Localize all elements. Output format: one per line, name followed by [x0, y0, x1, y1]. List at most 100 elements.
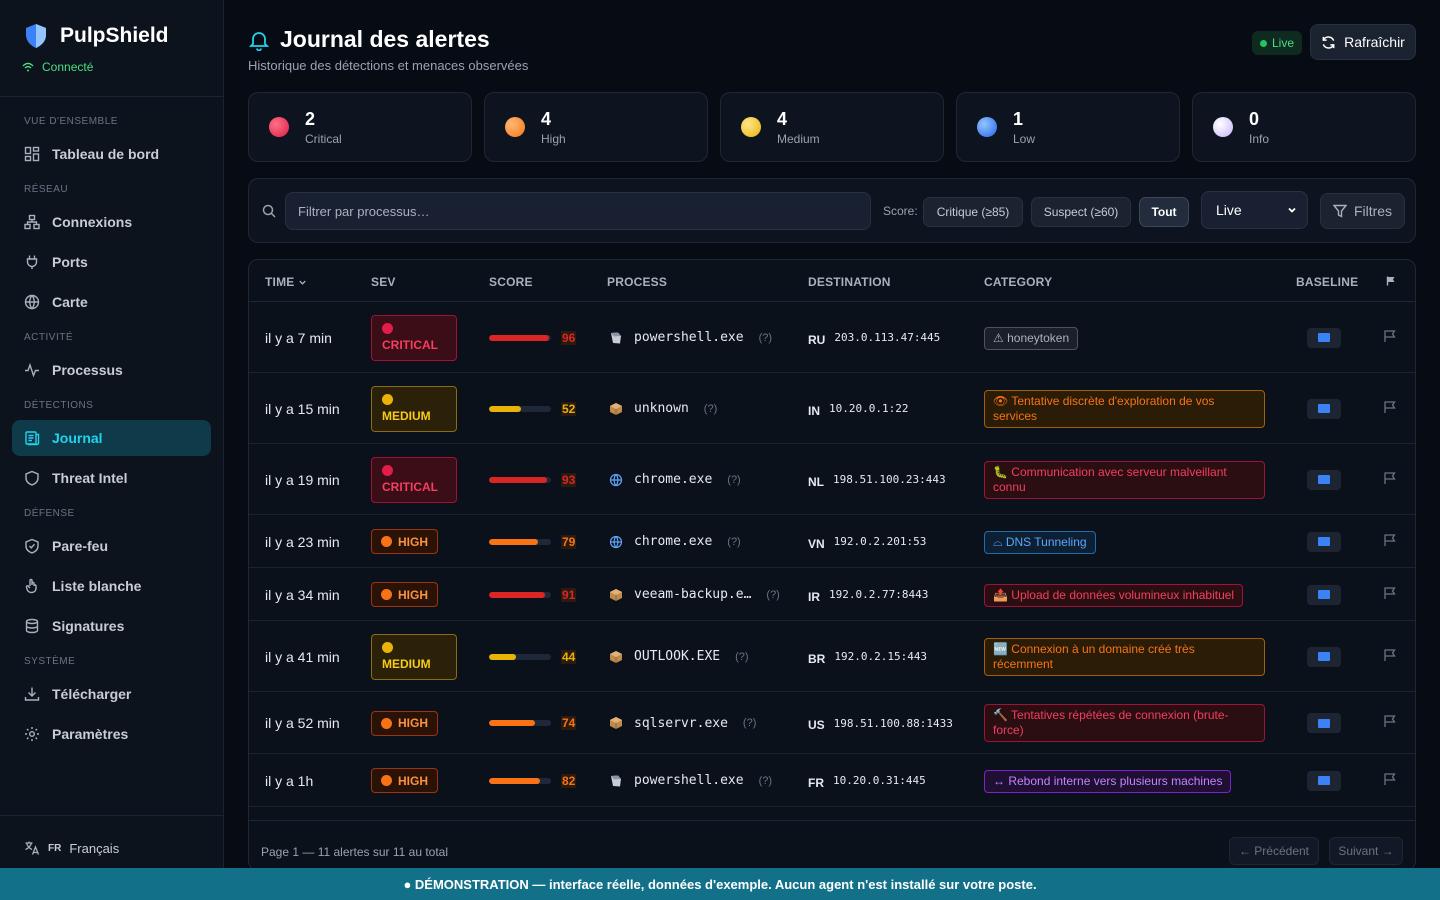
sidebar-item-threat-intel[interactable]: Threat Intel [12, 460, 211, 496]
sidebar-item-map[interactable]: Carte [12, 284, 211, 320]
flag-alert-button[interactable] [1383, 471, 1397, 485]
process-cell[interactable]: powershell.exe (?) [609, 329, 772, 347]
funnel-icon [1332, 204, 1347, 218]
sidebar-item-ports[interactable]: Ports [12, 244, 211, 280]
table-row[interactable]: il y a 15 min MEDIUM 52 unknown (?) IN 1… [249, 373, 1415, 444]
baseline-badge[interactable] [1307, 469, 1341, 490]
score-chip-critical[interactable]: Critique (≥85) [923, 197, 1023, 227]
process-cell[interactable]: OUTLOOK.EXE (?) [609, 648, 749, 666]
column-header-time[interactable]: TIME [265, 275, 307, 289]
severity-dot-icon [381, 775, 392, 786]
unknown-process-mark: (?) [758, 774, 773, 787]
destination-address: 10.20.0.31:445 [833, 774, 926, 787]
stat-card-critical[interactable]: 2 Critical [248, 92, 472, 162]
table-row[interactable]: il y a 19 min CRITICAL 93 chrome.exe (?)… [249, 444, 1415, 515]
score-cell: 91 [489, 587, 577, 603]
language-label: Français [69, 840, 120, 856]
next-page-button[interactable]: Suivant → [1329, 837, 1403, 865]
table-row[interactable]: il y a 34 min HIGH 91 veeam-backup.e… (?… [249, 568, 1415, 621]
flag-alert-button[interactable] [1383, 648, 1397, 662]
stat-card-low[interactable]: 1 Low [956, 92, 1180, 162]
sidebar-item-dashboard[interactable]: Tableau de bord [12, 136, 211, 172]
table-row[interactable]: il y a 52 min HIGH 74 sqlservr.exe (?) U… [249, 692, 1415, 754]
country-code: RU [808, 332, 826, 347]
process-cell[interactable]: sqlservr.exe (?) [609, 714, 756, 732]
process-name: OUTLOOK.EXE [634, 649, 721, 664]
baseline-badge[interactable] [1307, 770, 1341, 791]
score-bar [489, 538, 551, 545]
flag-icon [1384, 772, 1396, 785]
table-row[interactable]: il y a 7 min CRITICAL 96 powershell.exe … [249, 302, 1415, 373]
sidebar-item-signatures[interactable]: Signatures [12, 608, 211, 644]
severity-dot-icon [382, 642, 393, 653]
connection-label: Connecté [42, 60, 94, 74]
flag-alert-button[interactable] [1383, 586, 1397, 600]
main-content: Journal des alertes Historique des détec… [248, 0, 1416, 871]
baseline-badge[interactable] [1307, 646, 1341, 667]
refresh-button[interactable]: Rafraîchir [1310, 24, 1416, 60]
flag-alert-button[interactable] [1383, 714, 1397, 728]
score-chip-all[interactable]: Tout [1139, 197, 1189, 227]
flag-icon [1384, 533, 1396, 546]
previous-page-button[interactable]: ← Précédent [1229, 837, 1319, 865]
unknown-process-mark: (?) [703, 402, 718, 415]
sidebar-item-firewall[interactable]: Pare-feu [12, 528, 211, 564]
score-chip-suspect[interactable]: Suspect (≥60) [1031, 197, 1131, 227]
table-row[interactable]: il y a 23 min HIGH 79 chrome.exe (?) VN … [249, 515, 1415, 568]
destination-cell: RU 203.0.113.47:445 [808, 329, 940, 347]
mode-select[interactable]: Live [1201, 191, 1308, 229]
process-name: chrome.exe [634, 534, 713, 549]
column-header-flag [1386, 276, 1396, 286]
process-filter-input[interactable] [285, 192, 871, 230]
section-label-network: RÉSEAU [24, 184, 69, 195]
process-cell[interactable]: powershell.exe (?) [609, 772, 772, 790]
flag-alert-button[interactable] [1383, 533, 1397, 547]
severity-badge: MEDIUM [371, 385, 457, 432]
process-cell[interactable]: chrome.exe (?) [609, 533, 741, 551]
flag-icon [1384, 400, 1396, 413]
sidebar-item-connections[interactable]: Connexions [12, 204, 211, 240]
new-icon [1318, 652, 1330, 661]
filters-button[interactable]: Filtres [1320, 193, 1405, 229]
section-label-detections: DÉTECTIONS [24, 400, 94, 411]
sidebar-item-settings[interactable]: Paramètres [12, 716, 211, 752]
stat-count: 0 [1249, 108, 1260, 129]
table-row[interactable]: il y a 41 min MEDIUM 44 OUTLOOK.EXE (?) … [249, 621, 1415, 692]
unknown-process-mark: (?) [735, 650, 749, 663]
flag-alert-button[interactable] [1383, 772, 1397, 786]
sidebar-item-label: Ports [52, 254, 88, 270]
process-cell[interactable]: veeam-backup.e… (?) [609, 586, 780, 604]
demo-banner: ● DÉMONSTRATION — interface réelle, donn… [0, 868, 1440, 900]
destination-address: 198.51.100.23:443 [833, 473, 946, 486]
process-cell[interactable]: chrome.exe (?) [609, 471, 741, 489]
destination-address: 10.20.0.1:22 [829, 402, 909, 415]
baseline-badge[interactable] [1307, 327, 1341, 348]
category-badge: 🐛 Communication avec serveur malveillant… [984, 460, 1265, 499]
flag-alert-button[interactable] [1383, 400, 1397, 414]
sidebar-item-processes[interactable]: Processus [12, 352, 211, 388]
stat-card-medium[interactable]: 4 Medium [720, 92, 944, 162]
flag-alert-button[interactable] [1383, 329, 1397, 343]
new-icon [1318, 590, 1330, 599]
sidebar-item-label: Threat Intel [52, 470, 128, 486]
sidebar-item-journal[interactable]: Journal [12, 420, 211, 456]
brand[interactable]: PulpShield [0, 0, 223, 50]
stat-card-info[interactable]: 0 Info [1192, 92, 1416, 162]
severity-dot-icon [382, 465, 393, 476]
score-bar [489, 777, 551, 784]
score-value: 96 [561, 330, 577, 345]
language-switcher[interactable]: FR Français [24, 840, 119, 856]
stat-count: 2 [305, 108, 316, 129]
table-row[interactable]: il y a 1h HIGH 82 powershell.exe (?) FR … [249, 754, 1415, 807]
baseline-badge[interactable] [1307, 713, 1341, 733]
sidebar-item-download[interactable]: Télécharger [12, 676, 211, 712]
baseline-badge[interactable] [1307, 398, 1341, 419]
baseline-badge[interactable] [1307, 584, 1341, 605]
score-bar-fill [489, 405, 522, 412]
process-cell[interactable]: unknown (?) [609, 400, 717, 418]
stat-label: High [541, 131, 566, 146]
stat-card-high[interactable]: 4 High [484, 92, 708, 162]
sidebar-item-whitelist[interactable]: Liste blanche [12, 568, 211, 604]
medium-dot-icon [741, 117, 761, 137]
baseline-badge[interactable] [1307, 531, 1341, 552]
